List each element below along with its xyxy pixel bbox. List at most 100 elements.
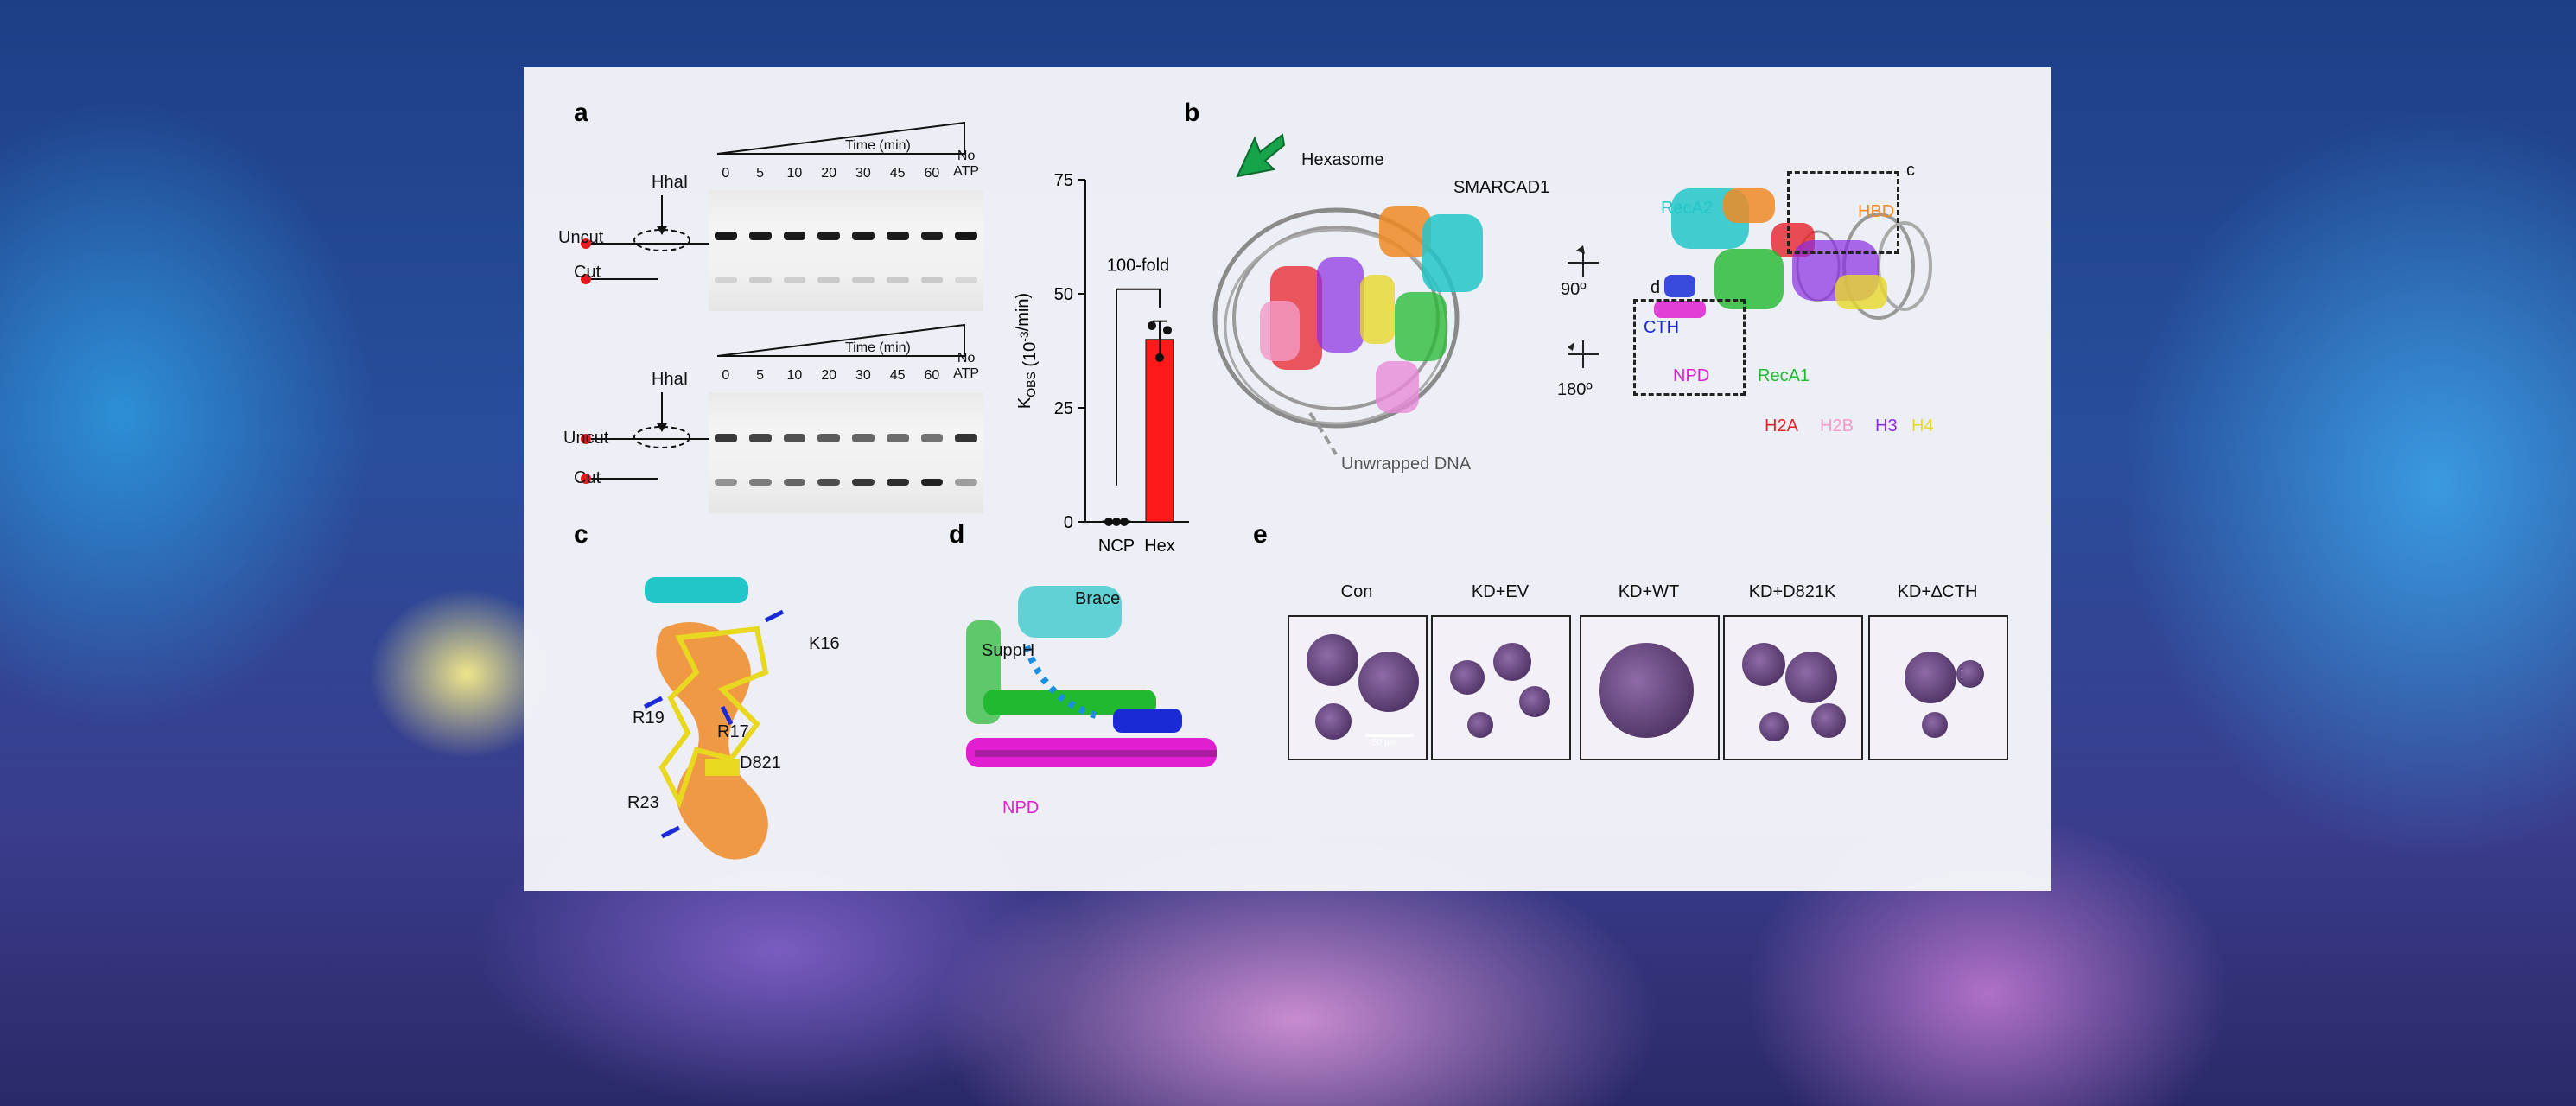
- unwrapped-dna-label: Unwrapped DNA: [1341, 454, 1472, 474]
- rotate-90-icon: [1568, 245, 1599, 276]
- scale-bar-label: 50 µm: [1372, 738, 1396, 747]
- histone-h3: H3: [1875, 416, 1898, 435]
- spheroid: [1493, 643, 1531, 681]
- rotate-180-label: 180º: [1557, 380, 1593, 399]
- top-lane-label: 30: [855, 166, 871, 181]
- micrograph: [1868, 615, 2008, 760]
- y-axis-label-part: K: [1015, 397, 1034, 409]
- npd-label: NPD: [1002, 798, 1040, 817]
- bottom-lane-label: 60: [924, 368, 940, 383]
- top-cut-band: [748, 276, 772, 283]
- time-label-bottom: Time (min): [845, 340, 911, 355]
- residue-r19: R19: [633, 709, 665, 728]
- gel-bottom: [709, 392, 983, 513]
- bottom-lane-label: No ATP: [953, 351, 980, 381]
- bottom-lane-label: 30: [855, 368, 871, 383]
- y-tick-label: 50: [1054, 285, 1073, 304]
- bottom-lane-label: 10: [786, 368, 803, 383]
- y-axis-label-part: (10: [1021, 342, 1040, 372]
- hexasome-structure-image: [1212, 206, 1483, 455]
- supph-label: SuppH: [982, 641, 1035, 660]
- y-tick-label: 75: [1054, 171, 1073, 190]
- residue-k16: K16: [809, 634, 840, 653]
- lane-labels-bottom: 0 5 10 20 30 45 60 No ATP: [709, 351, 983, 403]
- spheroid: [1307, 634, 1358, 686]
- bottom-lane-label: 0: [722, 368, 730, 383]
- top-lane-label: No ATP: [953, 149, 980, 179]
- spheroid: [1315, 703, 1352, 740]
- y-tick-label: 0: [1064, 513, 1073, 532]
- bottom-cut-band: [852, 479, 875, 486]
- hexasome-label: Hexasome: [1301, 150, 1384, 169]
- bottom-cut-band: [817, 479, 840, 486]
- condition-label: KD+EV: [1471, 582, 1530, 601]
- top-uncut-band: [748, 232, 772, 240]
- domain-hbd: HBD: [1858, 202, 1895, 221]
- panel-label-b: b: [1184, 99, 1200, 127]
- top-uncut-band: [715, 232, 737, 240]
- histone-h4: H4: [1911, 416, 1934, 435]
- hbd-structure-image: [643, 577, 785, 860]
- y-axis-label-part: -3: [1017, 331, 1031, 342]
- top-lane-label: 20: [821, 166, 837, 181]
- condition-label: KD+D821K: [1748, 582, 1836, 601]
- bottom-cut-band: [920, 479, 944, 486]
- bottom-lane-label: 20: [821, 368, 837, 383]
- time-wedge-bottom: [716, 323, 965, 357]
- bottom-lane-label: 45: [889, 368, 906, 383]
- domain-npd: NPD: [1673, 366, 1710, 385]
- residue-d821: D821: [740, 753, 781, 772]
- box-c: [1787, 171, 1899, 254]
- micrograph: [1431, 615, 1571, 760]
- micrograph: [1723, 615, 1863, 760]
- brace-label: Brace: [1075, 589, 1121, 608]
- cut-label-top: Cut: [574, 263, 601, 282]
- x-tick-label: NCP: [1098, 537, 1135, 556]
- top-cut-band: [783, 276, 806, 283]
- significance-bracket: [1116, 288, 1161, 486]
- kobs-bar-chart: 0 25 50 75 KOBS (10-3/min) NCP Hex 100-fold: [1014, 171, 1189, 556]
- x-tick-label: Hex: [1144, 537, 1175, 556]
- figure-panel: a HhaI Uncut Cut Time (min) 0 5 10 20 30 45 60…: [524, 67, 2051, 891]
- bottom-lane-label: 5: [756, 368, 765, 383]
- panel-label-d: d: [949, 520, 965, 549]
- green-arrow-icon: [1236, 133, 1286, 178]
- rotate-90-label: 90º: [1561, 280, 1587, 299]
- bottom-uncut-band: [817, 434, 840, 442]
- histone-h2b: H2B: [1820, 416, 1854, 435]
- top-cut-band: [920, 276, 944, 283]
- top-uncut-band: [920, 232, 944, 240]
- spheroid: [1905, 652, 1956, 703]
- condition-label: KD+WT: [1618, 582, 1680, 601]
- top-uncut-band: [852, 232, 875, 240]
- substrate-schematic-bottom: [581, 392, 714, 484]
- bottom-uncut-band: [783, 434, 806, 442]
- data-point: [1112, 518, 1121, 526]
- top-lane-label: 10: [786, 166, 803, 181]
- spheroid: [1519, 686, 1550, 717]
- panel-label-c: c: [574, 520, 588, 549]
- top-cut-band: [817, 276, 840, 283]
- substrate-schematic-top: [581, 195, 714, 284]
- spheroid: [1785, 652, 1837, 703]
- bar-hex: [1145, 339, 1174, 523]
- time-label-top: Time (min): [845, 138, 911, 153]
- bottom-uncut-band: [715, 434, 737, 442]
- spheroid: [1450, 660, 1485, 695]
- condition-label: Con: [1340, 582, 1373, 601]
- bottom-uncut-band: [852, 434, 875, 442]
- bottom-uncut-band: [886, 434, 909, 442]
- micrograph: [1288, 615, 1428, 760]
- hhai-label-top: HhaI: [652, 173, 689, 192]
- y-axis-label-part: OBS: [1024, 372, 1038, 397]
- top-uncut-band: [783, 232, 806, 240]
- data-point: [1120, 518, 1129, 526]
- spheroid: [1599, 643, 1694, 738]
- box-d: [1633, 299, 1746, 396]
- fold-annotation: 100-fold: [1107, 257, 1169, 276]
- y-tick-label: 25: [1054, 399, 1073, 418]
- micrograph: [1580, 615, 1720, 760]
- box-c-label: c: [1906, 161, 1915, 180]
- spheroid: [1956, 660, 1984, 688]
- top-uncut-band: [817, 232, 840, 240]
